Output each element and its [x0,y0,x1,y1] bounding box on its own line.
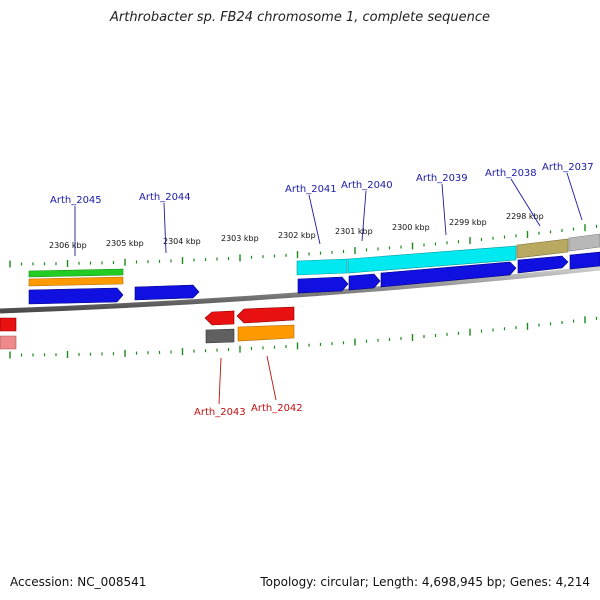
reverse-cds-row [0,306,295,332]
genome-summary-text: Topology: circular; Length: 4,698,945 bp… [260,575,590,589]
gene-feature-orange[interactable] [28,276,124,287]
label-leader-lines [74,172,583,405]
gene-label[interactable]: Arth_2038 [485,168,537,179]
gene-label[interactable]: Arth_2043 [194,407,246,418]
gene-feature-gray[interactable] [568,233,600,252]
coordinate-labels: 2306 kbp 2305 kbp 2304 kbp 2303 kbp 2302… [49,212,544,250]
coord-label: 2301 kbp [335,227,373,236]
cds-arth-2042[interactable] [236,306,295,324]
lower-feature-row [0,324,295,350]
ticks-upper [9,224,598,268]
upper-feature-row [28,233,600,287]
gene-label[interactable]: Arth_2039 [416,173,468,184]
ticks-lower [9,316,598,359]
cds-arth-2041[interactable] [297,276,349,294]
gene-label[interactable]: Arth_2042 [251,403,303,414]
coord-label: 2303 kbp [221,234,259,243]
cds-arth-2038[interactable] [517,255,569,274]
cds-arth-2039[interactable] [380,261,517,288]
coord-label: 2304 kbp [163,237,201,246]
gene-label[interactable]: Arth_2040 [341,180,393,191]
gene-feature-orange-lower[interactable] [237,324,295,342]
gene-label[interactable]: Arth_2044 [139,192,191,203]
coord-label: 2302 kbp [278,231,316,240]
coord-label: 2298 kbp [506,212,544,221]
gene-feature-pink-edge[interactable] [0,335,17,350]
cds-arth-2044[interactable] [134,284,200,301]
cds-arth-2040[interactable] [348,273,381,291]
coord-label: 2299 kbp [449,218,487,227]
gene-feature-cyan-short[interactable] [296,258,348,276]
gene-label[interactable]: Arth_2037 [542,162,594,173]
coord-label: 2305 kbp [106,239,144,248]
coord-label: 2300 kbp [392,223,430,232]
map-title: Arthrobacter sp. FB24 chromosome 1, comp… [109,10,491,25]
cds-arth-2045[interactable] [28,287,124,305]
gene-label[interactable]: Arth_2041 [285,184,337,195]
forward-cds-row [28,251,600,305]
gene-feature-green[interactable] [28,268,124,278]
gene-label[interactable]: Arth_2045 [50,195,102,206]
cds-left-edge-red[interactable] [0,317,17,332]
gene-labels: Arth_2045 Arth_2044 Arth_2041 Arth_2040 … [50,162,594,418]
coord-label: 2306 kbp [49,241,87,250]
gene-feature-dark[interactable] [205,328,235,344]
cds-arth-2043[interactable] [204,310,235,326]
gene-feature-cyan-long[interactable] [347,245,517,274]
cds-arth-2037[interactable] [569,251,600,270]
accession-text: Accession: NC_008541 [10,575,147,589]
gene-feature-olive[interactable] [516,238,569,259]
chromosome-backbone [0,265,600,314]
